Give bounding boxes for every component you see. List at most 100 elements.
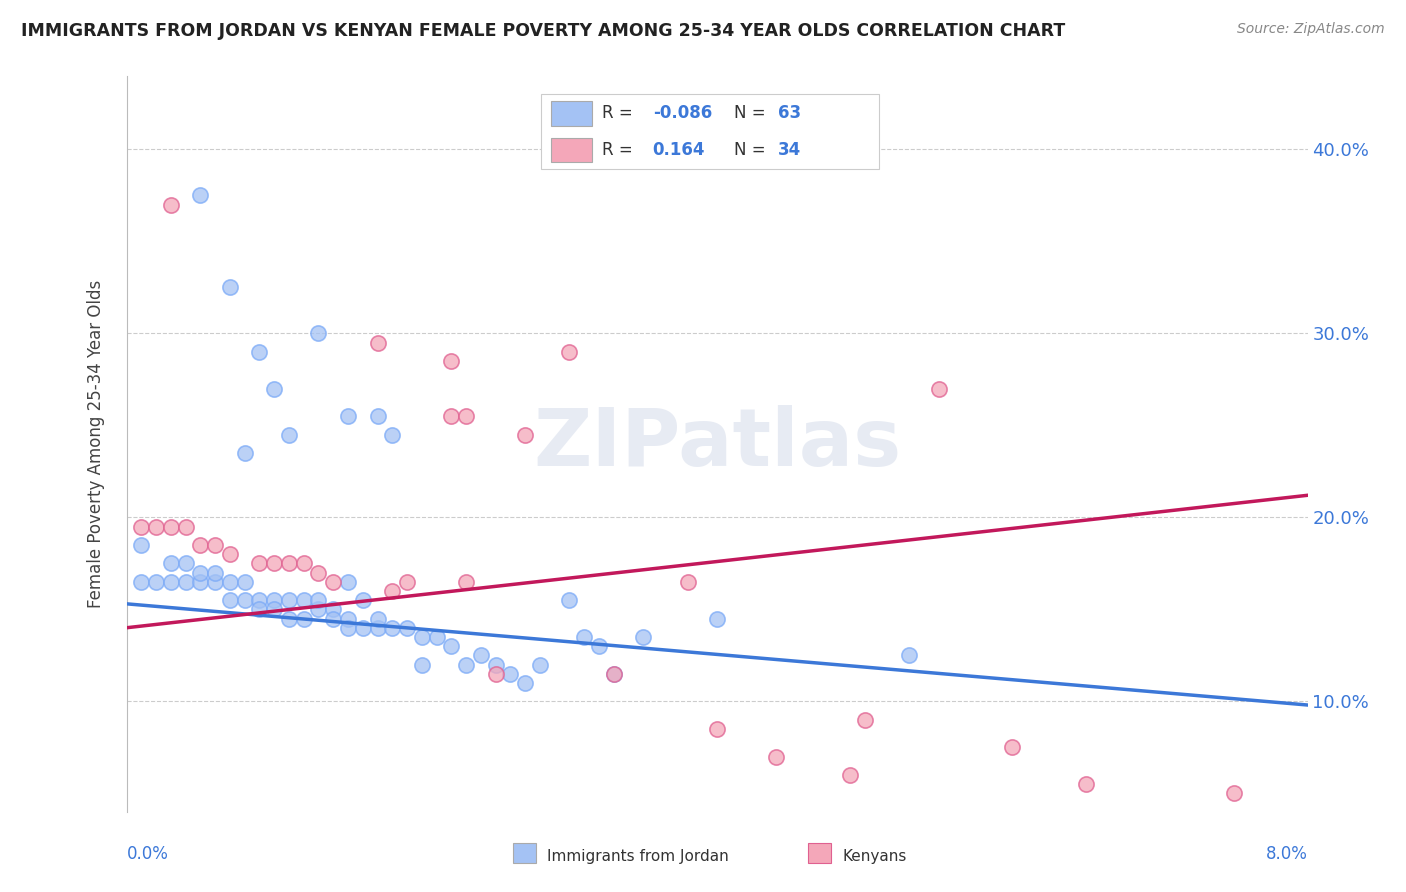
Point bbox=[160, 197, 183, 211]
Text: 34: 34 bbox=[778, 141, 801, 159]
Point bbox=[1076, 777, 1098, 791]
Point bbox=[529, 657, 551, 672]
Text: 0.0%: 0.0% bbox=[127, 845, 169, 863]
Point bbox=[588, 639, 610, 653]
Point bbox=[188, 188, 212, 202]
Point bbox=[233, 574, 256, 589]
FancyBboxPatch shape bbox=[541, 94, 879, 169]
Point bbox=[160, 557, 183, 571]
Text: Immigrants from Jordan: Immigrants from Jordan bbox=[547, 849, 728, 863]
Point bbox=[381, 621, 404, 635]
Point bbox=[367, 621, 389, 635]
Text: 0.164: 0.164 bbox=[652, 141, 706, 159]
Point bbox=[233, 446, 256, 460]
Point bbox=[676, 574, 699, 589]
Point bbox=[440, 409, 463, 424]
Point bbox=[337, 611, 360, 625]
FancyBboxPatch shape bbox=[551, 137, 592, 161]
Point bbox=[174, 519, 197, 533]
Point bbox=[145, 574, 167, 589]
Point bbox=[603, 666, 626, 681]
Point bbox=[367, 335, 389, 350]
Point bbox=[928, 382, 950, 396]
Point bbox=[484, 666, 508, 681]
Text: Kenyans: Kenyans bbox=[842, 849, 907, 863]
Point bbox=[174, 557, 197, 571]
Point bbox=[307, 566, 329, 580]
Point bbox=[278, 611, 301, 625]
Point bbox=[456, 657, 478, 672]
Point bbox=[381, 583, 404, 598]
Point bbox=[839, 768, 862, 782]
Text: 8.0%: 8.0% bbox=[1265, 845, 1308, 863]
Point bbox=[233, 593, 256, 607]
Point bbox=[515, 427, 537, 442]
Point bbox=[515, 676, 537, 690]
Point bbox=[219, 280, 242, 294]
Point bbox=[307, 326, 329, 341]
Point bbox=[322, 574, 344, 589]
Point bbox=[278, 427, 301, 442]
Point bbox=[263, 557, 285, 571]
Text: N =: N = bbox=[734, 104, 770, 122]
Text: Source: ZipAtlas.com: Source: ZipAtlas.com bbox=[1237, 22, 1385, 37]
Point bbox=[367, 409, 389, 424]
Point bbox=[765, 749, 787, 764]
Text: IMMIGRANTS FROM JORDAN VS KENYAN FEMALE POVERTY AMONG 25-34 YEAR OLDS CORRELATIO: IMMIGRANTS FROM JORDAN VS KENYAN FEMALE … bbox=[21, 22, 1066, 40]
Point bbox=[381, 427, 404, 442]
Point bbox=[129, 519, 153, 533]
Point bbox=[129, 538, 153, 552]
Point bbox=[188, 566, 212, 580]
Point bbox=[470, 648, 492, 663]
Point bbox=[322, 602, 344, 616]
Point bbox=[292, 593, 315, 607]
Point bbox=[307, 602, 329, 616]
Text: ZIPatlas: ZIPatlas bbox=[533, 405, 901, 483]
Point bbox=[204, 538, 226, 552]
Point bbox=[249, 344, 271, 359]
Point bbox=[396, 574, 419, 589]
Text: R =: R = bbox=[602, 104, 638, 122]
Point bbox=[188, 574, 212, 589]
Point bbox=[337, 409, 360, 424]
Point bbox=[145, 519, 167, 533]
Point bbox=[558, 593, 581, 607]
Point bbox=[484, 657, 508, 672]
Point bbox=[263, 382, 285, 396]
Point bbox=[219, 547, 242, 561]
Text: -0.086: -0.086 bbox=[652, 104, 711, 122]
Point bbox=[204, 574, 226, 589]
Point bbox=[898, 648, 921, 663]
Point bbox=[204, 566, 226, 580]
Point bbox=[337, 621, 360, 635]
Point bbox=[188, 538, 212, 552]
Point bbox=[426, 630, 449, 644]
Point bbox=[219, 574, 242, 589]
Point bbox=[499, 666, 522, 681]
Point bbox=[411, 657, 433, 672]
FancyBboxPatch shape bbox=[551, 101, 592, 126]
Text: N =: N = bbox=[734, 141, 770, 159]
Point bbox=[263, 602, 285, 616]
Point bbox=[440, 639, 463, 653]
Y-axis label: Female Poverty Among 25-34 Year Olds: Female Poverty Among 25-34 Year Olds bbox=[87, 280, 105, 607]
Point bbox=[307, 593, 329, 607]
Point bbox=[558, 344, 581, 359]
Point bbox=[278, 593, 301, 607]
Point bbox=[263, 593, 285, 607]
Point bbox=[603, 666, 626, 681]
Point bbox=[1001, 740, 1024, 755]
Point bbox=[706, 722, 728, 736]
Point bbox=[352, 593, 374, 607]
Point bbox=[278, 557, 301, 571]
Point bbox=[160, 519, 183, 533]
Point bbox=[853, 713, 876, 727]
Point bbox=[706, 611, 728, 625]
Point bbox=[249, 593, 271, 607]
Point bbox=[396, 621, 419, 635]
Point bbox=[292, 557, 315, 571]
Point bbox=[160, 574, 183, 589]
Text: R =: R = bbox=[602, 141, 638, 159]
Point bbox=[249, 557, 271, 571]
Point bbox=[440, 354, 463, 368]
